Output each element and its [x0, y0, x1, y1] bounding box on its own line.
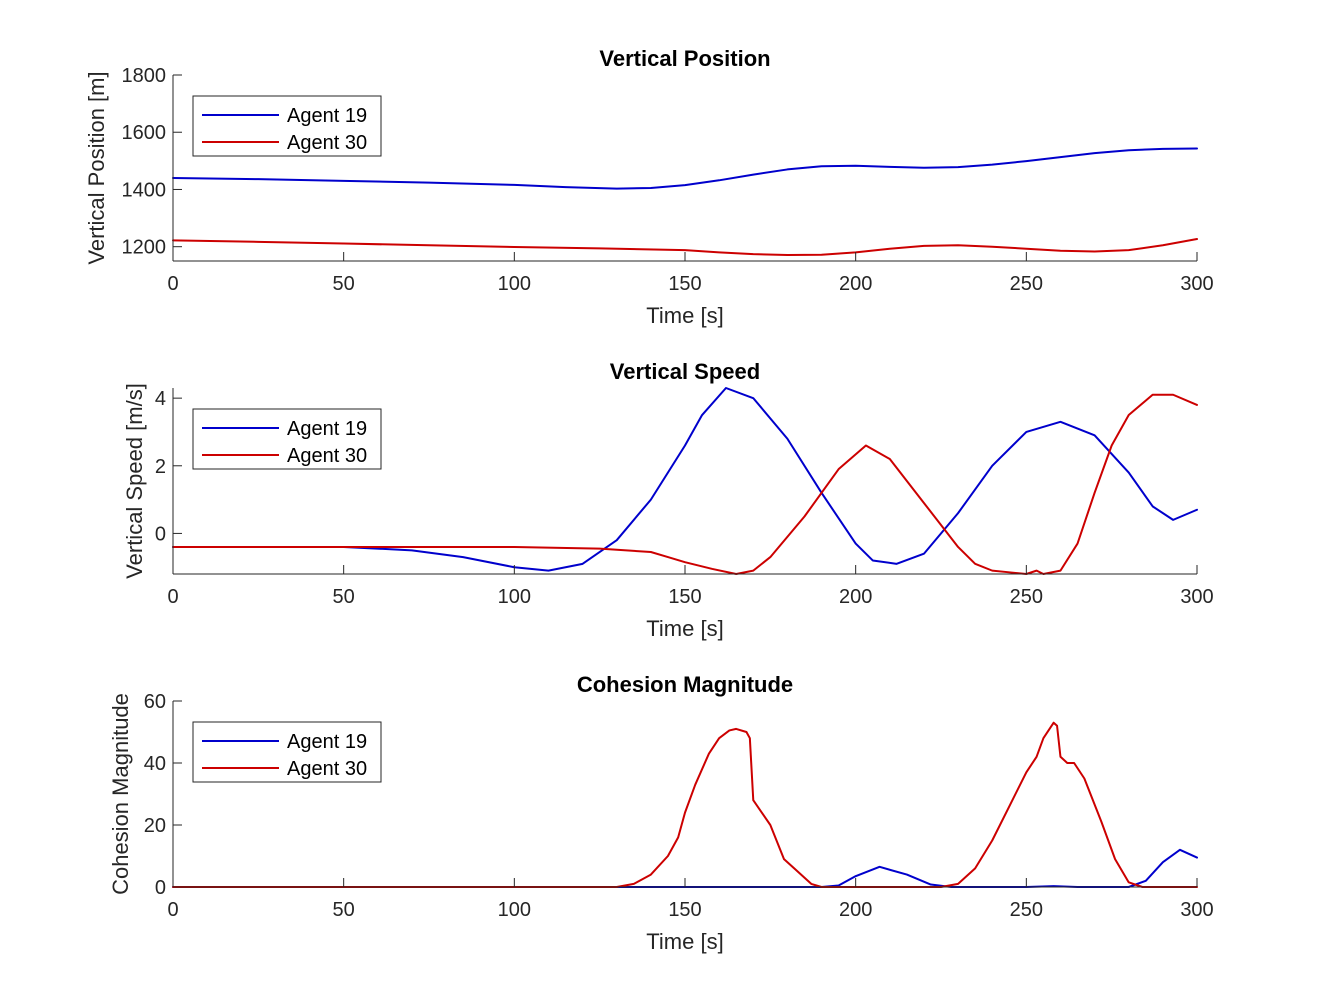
legend-entry-label: Agent 19	[287, 731, 367, 753]
x-tick-label: 50	[333, 273, 355, 295]
chart-panel-2: 0 50 100 150 200 250 300 0 2 4 Vertical Speed Time …	[122, 359, 1214, 641]
legend-entry-label: Agent 19	[287, 105, 367, 127]
x-tick-label: 300	[1180, 273, 1213, 295]
legend-box	[192, 95, 382, 157]
y-axis-label: Vertical Speed [m/s]	[122, 383, 147, 579]
legend: Agent 19 Agent 30	[192, 408, 382, 470]
x-tick-label: 150	[668, 273, 701, 295]
y-tick-label: 1800	[122, 65, 167, 87]
x-tick-label: 150	[668, 586, 701, 608]
y-tick-label: 60	[144, 691, 166, 713]
x-tick-label: 250	[1010, 586, 1043, 608]
y-tick-label: 2	[155, 456, 166, 478]
x-axis-label: Time [s]	[646, 616, 723, 641]
y-axis-label: Vertical Position [m]	[84, 71, 109, 264]
series-line-agent-19	[172, 387, 1198, 572]
x-tick-label: 100	[498, 899, 531, 921]
x-tick-label: 300	[1180, 899, 1213, 921]
x-tick-label: 200	[839, 273, 872, 295]
legend-box	[192, 721, 382, 783]
y-tick-label: 4	[155, 388, 166, 410]
legend-entry-label: Agent 19	[287, 418, 367, 440]
y-tick-label: 40	[144, 753, 166, 775]
legend-entry-label: Agent 30	[287, 758, 367, 780]
y-tick-label: 1600	[122, 122, 167, 144]
x-axis-label: Time [s]	[646, 303, 723, 328]
x-tick-label: 150	[668, 899, 701, 921]
x-tick-label: 200	[839, 586, 872, 608]
y-tick-label: 1200	[122, 237, 167, 259]
x-tick-label: 100	[498, 586, 531, 608]
x-tick-label: 100	[498, 273, 531, 295]
chart-title: Vertical Position	[599, 46, 770, 71]
x-tick-label: 200	[839, 899, 872, 921]
series-line-agent-19	[172, 147, 1198, 190]
x-tick-label: 300	[1180, 586, 1213, 608]
x-tick-label: 0	[167, 586, 178, 608]
x-axis-label: Time [s]	[646, 929, 723, 954]
legend-entry-label: Agent 30	[287, 132, 367, 154]
y-tick-label: 0	[155, 523, 166, 545]
x-tick-label: 0	[167, 899, 178, 921]
x-tick-label: 50	[333, 586, 355, 608]
x-tick-label: 0	[167, 273, 178, 295]
y-axis-label: Cohesion Magnitude	[108, 693, 133, 895]
chart-panel-3: 0 50 100 150 200 250 300 0 20 40 60 Cohesion Magnit…	[108, 672, 1214, 954]
x-tick-label: 250	[1010, 899, 1043, 921]
x-tick-label: 50	[333, 899, 355, 921]
y-tick-label: 0	[155, 877, 166, 899]
y-tick-label: 1400	[122, 179, 167, 201]
legend: Agent 19 Agent 30	[192, 95, 382, 157]
legend-entry-label: Agent 30	[287, 445, 367, 467]
chart-title: Cohesion Magnitude	[577, 672, 793, 697]
y-tick-label: 20	[144, 815, 166, 837]
chart-title: Vertical Speed	[610, 359, 760, 384]
series-line-agent-30	[172, 393, 1198, 575]
x-tick-label: 250	[1010, 273, 1043, 295]
chart-panel-1: 0 50 100 150 200 250 300 1200 1400 1600 1800 Vertic…	[84, 46, 1214, 328]
legend: Agent 19 Agent 30	[192, 721, 382, 783]
series-line-agent-30	[172, 237, 1198, 256]
legend-box	[192, 408, 382, 470]
